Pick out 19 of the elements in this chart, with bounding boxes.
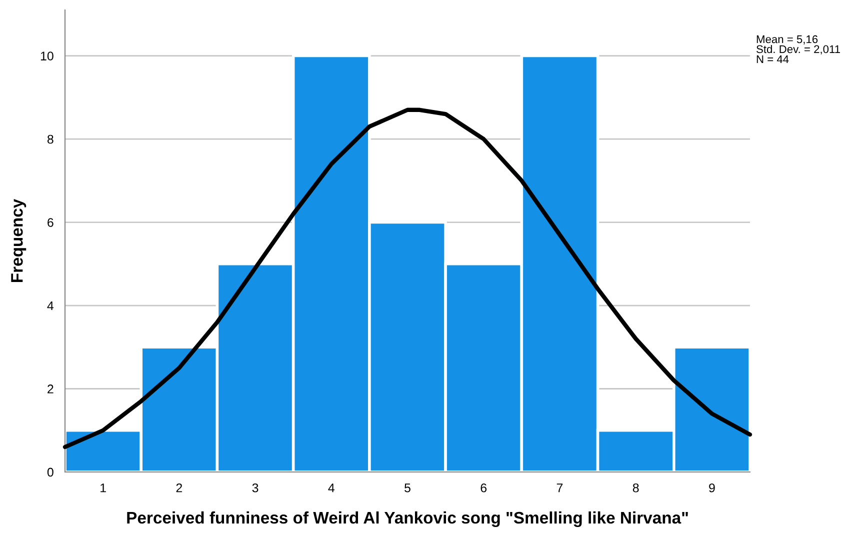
x-tick-label: 9 <box>709 483 715 492</box>
y-tick-label: 8 <box>47 134 54 144</box>
line-series <box>62 108 752 450</box>
x-tick-label: 3 <box>252 483 258 492</box>
x-tick-label: 7 <box>556 484 563 492</box>
x-tick-label: 8 <box>632 483 639 492</box>
x-tick-label: 5 <box>404 484 410 492</box>
y-axis-title: Frequency <box>11 198 26 282</box>
y-tick-label: 10 <box>40 52 54 60</box>
x-tick-label: 1 <box>100 484 106 492</box>
x-tick-label: 6 <box>480 483 487 492</box>
x-tick-label: 4 <box>328 484 334 492</box>
y-tick-label: 4 <box>47 301 54 310</box>
x-axis-title: Perceived funniness of Weird Al Yankovic song "Smelling like Nirvana" <box>127 511 688 528</box>
x-tick-label: 2 <box>176 483 182 492</box>
y-tick-label: 0 <box>47 468 54 477</box>
text: Mean = 5,16 Std. Dev. = 2,011 N = 44 <box>756 35 840 63</box>
y-tick-label: 2 <box>48 384 54 394</box>
y-tick-label: 6 <box>48 218 54 227</box>
